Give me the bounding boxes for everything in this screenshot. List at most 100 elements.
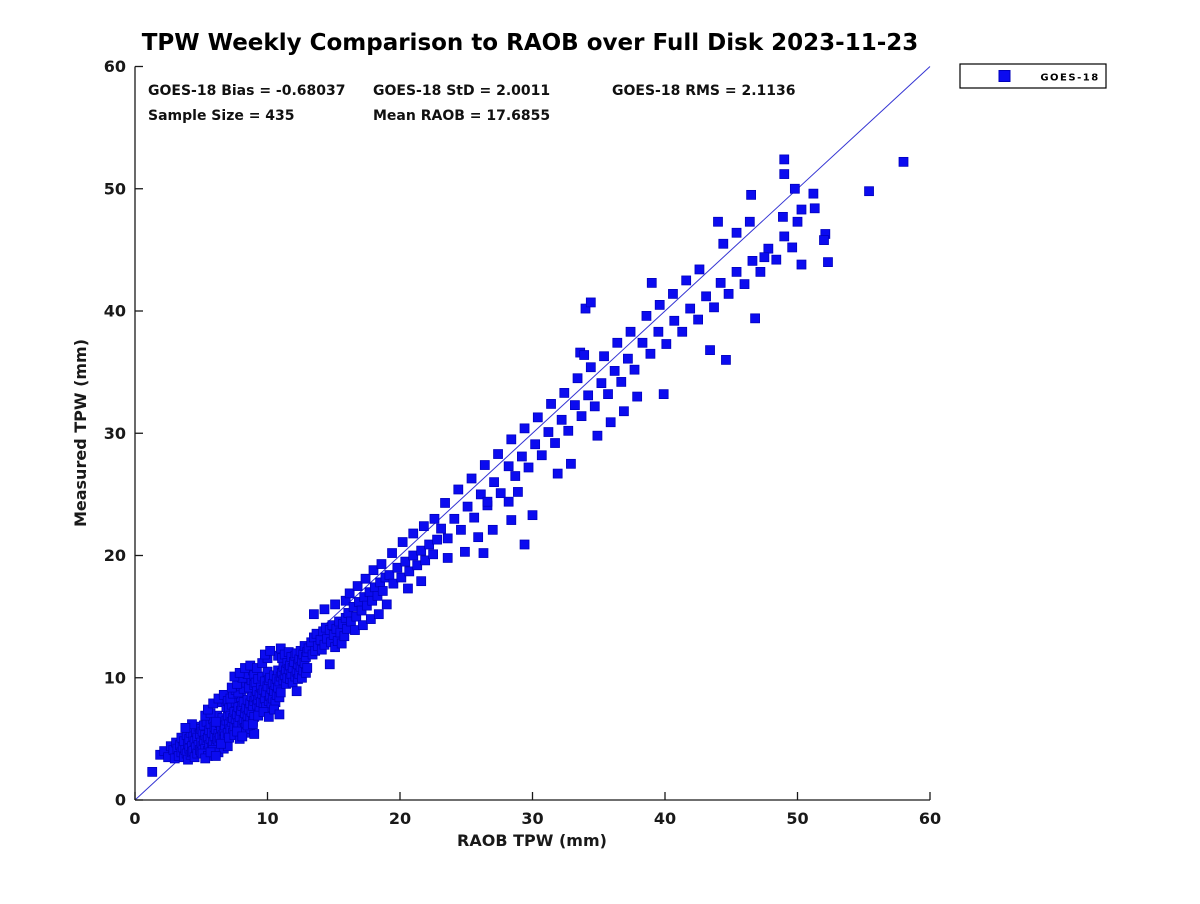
scatter-point	[694, 264, 705, 275]
scatter-point	[330, 599, 340, 610]
scatter-point	[809, 203, 820, 214]
scatter-point	[216, 738, 226, 749]
scatter-point	[404, 566, 415, 577]
stat-std: GOES-18 StD = 2.0011	[373, 83, 550, 99]
scatter-point	[510, 471, 521, 481]
scatter-point	[605, 417, 616, 428]
y-axis-label: Measured TPW (mm)	[71, 339, 90, 527]
scatter-point	[532, 412, 543, 423]
scatter-point	[344, 588, 355, 599]
scatter-point	[653, 326, 664, 337]
scatter-point	[746, 189, 756, 200]
scatter-point	[424, 539, 435, 550]
blue-square-icon	[998, 70, 1011, 82]
scatter-point	[420, 555, 431, 566]
scatter-point	[482, 496, 493, 507]
scatter-point	[641, 311, 652, 321]
scatter-point	[668, 289, 678, 299]
scatter-point	[792, 216, 803, 227]
scatter-point	[739, 279, 750, 289]
scatter-point	[356, 605, 367, 616]
scatter-point	[744, 216, 755, 227]
scatter-point	[898, 156, 909, 167]
scatter-point	[388, 578, 399, 589]
scatter-point	[408, 528, 419, 539]
scatter-point	[592, 430, 603, 441]
scatter-point	[396, 572, 407, 583]
scatter-point	[527, 510, 538, 521]
scatter-point	[449, 513, 460, 524]
scatter-point	[358, 620, 368, 631]
x-tick-label: 60	[919, 809, 941, 828]
scatter-point	[377, 586, 388, 596]
scatter-point	[381, 599, 392, 610]
scatter-point	[701, 291, 711, 302]
scatter-point	[632, 391, 643, 402]
scatter-point	[456, 524, 466, 535]
scatter-point	[623, 353, 633, 364]
scatter-point	[731, 227, 742, 238]
scatter-point	[779, 154, 790, 165]
scatter-point	[495, 488, 506, 499]
scatter-point	[563, 425, 574, 436]
scatter-point	[779, 231, 790, 242]
scatter-point	[432, 534, 442, 545]
scatter-point	[376, 559, 387, 569]
y-tick-label: 60	[104, 57, 126, 76]
scatter-point	[616, 377, 627, 387]
scatter-point	[637, 337, 648, 348]
scatter-point	[718, 238, 729, 249]
scatter-point	[487, 524, 498, 535]
axes	[134, 65, 931, 801]
scatter-point	[629, 364, 640, 375]
scatter-point	[275, 687, 286, 698]
scatter-point	[493, 449, 503, 459]
scatter-point	[302, 663, 313, 673]
scatter-point	[180, 722, 191, 733]
scatter-point	[351, 611, 362, 622]
scatter-point	[566, 458, 576, 469]
scatter-point	[274, 709, 285, 720]
scatter-point	[462, 501, 473, 512]
legend: GOES-18	[959, 63, 1107, 89]
scatter-point	[237, 731, 248, 742]
scatter-point	[709, 302, 719, 313]
scatter-point	[750, 313, 760, 324]
scatter-point	[412, 560, 423, 571]
scatter-point	[319, 604, 330, 615]
scatter-point	[625, 326, 636, 337]
scatter-point	[796, 204, 807, 215]
scatter-point	[473, 532, 484, 543]
scatter-point	[721, 355, 731, 365]
scatter-point	[249, 729, 260, 739]
scatter-point	[263, 711, 274, 722]
x-tick-labels: 0 10 20 30 40 50 60	[129, 809, 941, 828]
scatter-point	[475, 489, 486, 500]
scatter-point	[763, 243, 774, 254]
scatter-point	[489, 477, 499, 488]
scatter-point	[693, 314, 703, 325]
scatter-point	[755, 267, 766, 277]
scatter-point	[864, 186, 874, 197]
scatter-point	[705, 345, 715, 355]
stat-mean-raob: Mean RAOB = 17.6855	[373, 108, 550, 124]
scatter-point	[503, 496, 514, 507]
scatter-point	[442, 553, 453, 563]
scatter-point	[543, 427, 554, 437]
scatter-point	[796, 259, 807, 270]
scatter-point	[787, 242, 798, 253]
scatter-point	[403, 583, 413, 594]
scatter-point	[677, 326, 688, 337]
scatter-point	[232, 726, 242, 737]
chart-title: TPW Weekly Comparison to RAOB over Full …	[142, 30, 919, 56]
stat-bias: GOES-18 Bias = -0.68037	[148, 83, 346, 99]
scatter-point	[203, 704, 213, 715]
y-tick-labels: 0 10 20 30 40 50 60	[104, 57, 126, 810]
scatter-point	[416, 545, 427, 556]
y-tick-label: 50	[104, 179, 126, 198]
scatter-point	[609, 366, 620, 376]
scatter-point	[269, 704, 279, 715]
x-tick-label: 40	[654, 809, 676, 828]
scatter-point	[556, 414, 567, 425]
scatter-point	[645, 348, 656, 359]
